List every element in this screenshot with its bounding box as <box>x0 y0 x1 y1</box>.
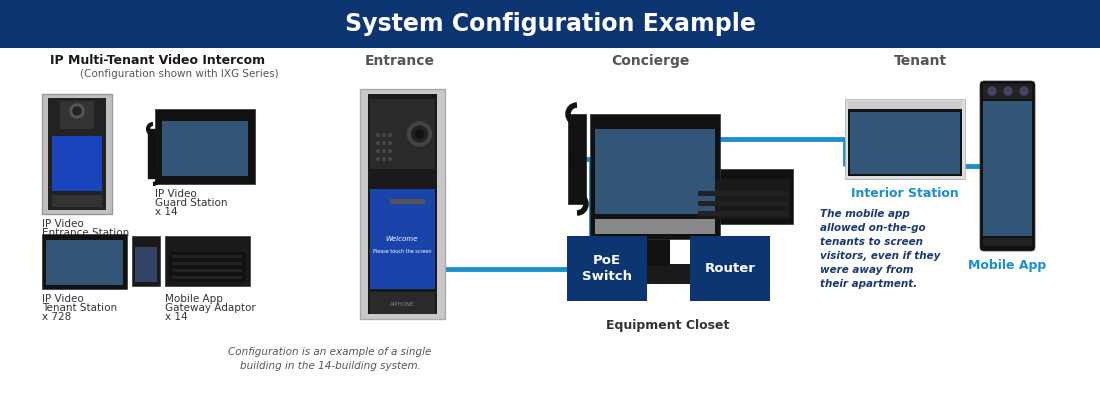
Bar <box>148 129 158 179</box>
Bar <box>590 114 720 239</box>
Bar <box>693 169 793 224</box>
Circle shape <box>376 134 380 137</box>
Bar <box>52 136 102 191</box>
Text: Entrance: Entrance <box>365 54 435 68</box>
Text: (Configuration shown with IXG Series): (Configuration shown with IXG Series) <box>80 69 278 79</box>
Circle shape <box>73 107 81 115</box>
Bar <box>850 112 960 174</box>
Bar <box>172 255 242 258</box>
Bar <box>370 189 434 289</box>
Circle shape <box>383 158 385 160</box>
Bar <box>568 114 586 204</box>
Circle shape <box>416 130 424 138</box>
Text: Configuration is an example of a single
building in the 14-building system.: Configuration is an example of a single … <box>229 347 431 371</box>
Bar <box>690 236 770 301</box>
Bar <box>848 101 962 109</box>
Circle shape <box>376 142 380 145</box>
Text: The mobile app
allowed on-the-go
tenants to screen
visitors, even if they
were a: The mobile app allowed on-the-go tenants… <box>820 209 940 289</box>
Circle shape <box>376 158 380 160</box>
Bar <box>595 219 715 234</box>
Circle shape <box>383 142 385 145</box>
Bar <box>135 247 157 282</box>
FancyBboxPatch shape <box>980 81 1035 251</box>
Bar <box>165 236 250 286</box>
Text: Tenant: Tenant <box>893 54 947 68</box>
Text: x 728: x 728 <box>42 312 72 322</box>
Bar <box>172 269 242 272</box>
Bar <box>46 240 123 285</box>
Text: Concierge: Concierge <box>610 54 690 68</box>
Bar <box>42 234 127 289</box>
Circle shape <box>376 150 380 153</box>
Text: PoE
Switch: PoE Switch <box>582 254 632 284</box>
Text: x 14: x 14 <box>42 237 65 247</box>
Text: Entrance Station: Entrance Station <box>42 228 130 238</box>
Text: Mobile App: Mobile App <box>968 259 1046 272</box>
Bar <box>360 89 446 319</box>
Text: IP Video: IP Video <box>42 219 84 229</box>
Text: Guard Station: Guard Station <box>155 198 228 208</box>
Bar <box>390 199 425 204</box>
Text: Interior Station: Interior Station <box>851 187 959 200</box>
Text: Mobile App: Mobile App <box>165 294 223 304</box>
Circle shape <box>1020 87 1028 95</box>
Text: System Configuration Example: System Configuration Example <box>344 12 756 36</box>
Text: IP Video: IP Video <box>42 294 84 304</box>
Circle shape <box>383 150 385 153</box>
Circle shape <box>988 87 996 95</box>
Text: IP Multi-Tenant Video Intercom: IP Multi-Tenant Video Intercom <box>50 54 265 67</box>
Text: x 14: x 14 <box>165 312 188 322</box>
Bar <box>52 195 102 207</box>
Bar <box>132 236 160 286</box>
Bar <box>566 236 647 301</box>
Text: Router: Router <box>705 262 756 276</box>
Bar <box>162 121 248 176</box>
Circle shape <box>411 126 428 142</box>
Text: Gateway Adaptor: Gateway Adaptor <box>165 303 255 313</box>
Text: Welcome: Welcome <box>386 236 418 242</box>
Bar <box>370 99 434 169</box>
Circle shape <box>1004 87 1012 95</box>
Bar <box>60 101 94 129</box>
Text: Please touch the screen: Please touch the screen <box>373 248 431 253</box>
Bar <box>698 191 788 196</box>
Bar <box>48 98 106 210</box>
Text: x 14: x 14 <box>155 207 177 217</box>
Bar <box>983 84 1032 99</box>
Text: Tenant Station: Tenant Station <box>42 303 117 313</box>
Bar <box>370 292 434 314</box>
Text: AIPHONE: AIPHONE <box>389 303 415 308</box>
Circle shape <box>70 104 84 118</box>
Bar <box>983 101 1032 236</box>
Polygon shape <box>600 264 710 284</box>
Circle shape <box>388 158 392 160</box>
Bar <box>983 238 1032 246</box>
Bar <box>845 99 965 179</box>
Bar <box>698 201 788 206</box>
Circle shape <box>388 150 392 153</box>
Bar <box>698 211 788 216</box>
Bar <box>172 262 242 265</box>
FancyBboxPatch shape <box>0 0 1100 48</box>
Bar <box>595 129 715 214</box>
Bar <box>42 94 112 214</box>
Bar <box>169 252 246 282</box>
Text: IP Video: IP Video <box>155 189 197 199</box>
Circle shape <box>388 134 392 137</box>
Bar <box>696 179 790 219</box>
Text: Equipment Closet: Equipment Closet <box>606 319 729 332</box>
Bar <box>368 94 437 314</box>
Bar <box>848 106 962 176</box>
Bar <box>172 276 242 279</box>
Circle shape <box>383 134 385 137</box>
Bar <box>155 109 255 184</box>
Bar <box>640 236 670 266</box>
Circle shape <box>388 142 392 145</box>
Circle shape <box>407 122 431 146</box>
